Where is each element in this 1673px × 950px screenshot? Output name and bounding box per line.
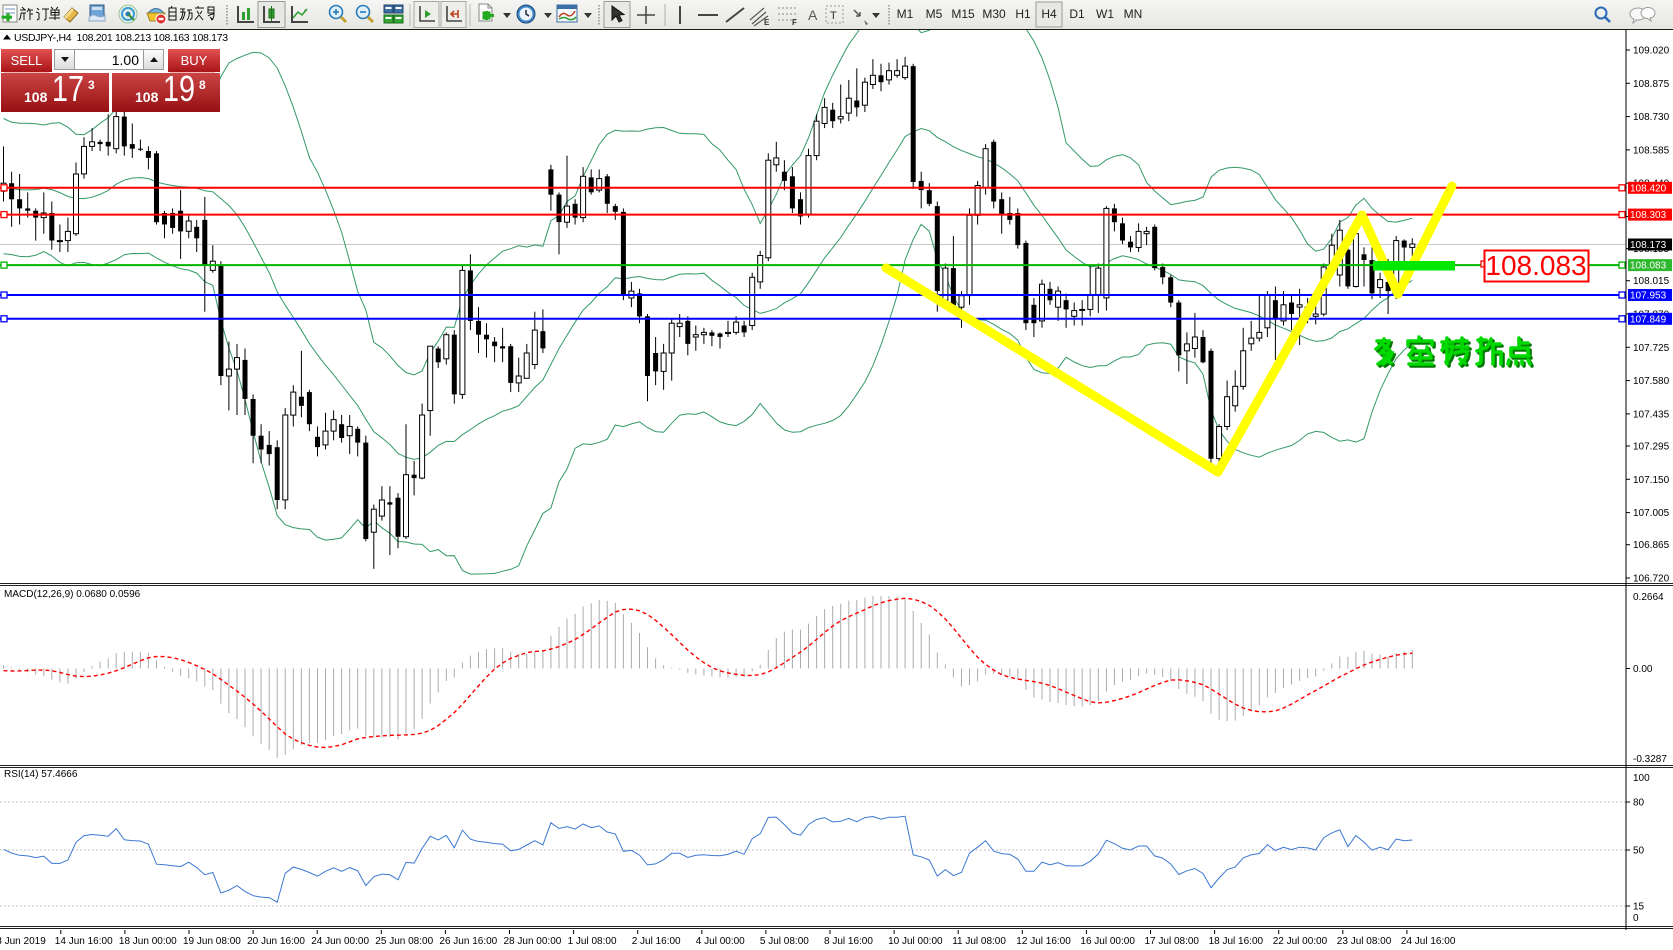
svg-text:20 Jun 16:00: 20 Jun 16:00	[247, 936, 305, 947]
svg-text:50: 50	[1633, 846, 1645, 857]
svg-text:108.015: 108.015	[1633, 276, 1670, 287]
svg-text:18 Jun 00:00: 18 Jun 00:00	[119, 936, 177, 947]
svg-text:2 Jul 16:00: 2 Jul 16:00	[632, 936, 681, 947]
svg-text:M1: M1	[897, 7, 914, 21]
svg-text:16 Jul 00:00: 16 Jul 00:00	[1080, 936, 1135, 947]
svg-text:108.585: 108.585	[1633, 145, 1670, 156]
svg-text:17 Jul 08:00: 17 Jul 08:00	[1145, 936, 1200, 947]
svg-text:0.00: 0.00	[1633, 664, 1653, 675]
svg-text:8 Jul 16:00: 8 Jul 16:00	[824, 936, 873, 947]
svg-text:10 Jul 00:00: 10 Jul 00:00	[888, 936, 943, 947]
svg-text:108.420: 108.420	[1630, 183, 1667, 194]
svg-text:24 Jun 00:00: 24 Jun 00:00	[311, 936, 369, 947]
svg-text:W1: W1	[1096, 7, 1114, 21]
svg-text:107.005: 107.005	[1633, 508, 1670, 519]
svg-text:109.020: 109.020	[1633, 46, 1670, 57]
svg-text:100: 100	[1633, 773, 1650, 784]
svg-text:108.083: 108.083	[1630, 261, 1667, 272]
svg-text:11 Jul 08:00: 11 Jul 08:00	[952, 936, 1006, 947]
svg-text:-0.3287: -0.3287	[1633, 754, 1667, 765]
svg-text:22 Jul 00:00: 22 Jul 00:00	[1273, 936, 1328, 947]
svg-text:M5: M5	[926, 7, 943, 21]
svg-text:80: 80	[1633, 798, 1645, 809]
svg-text:108.083: 108.083	[1485, 250, 1586, 281]
svg-text:13 Jun 2019: 13 Jun 2019	[0, 936, 46, 947]
svg-text:28 Jun 00:00: 28 Jun 00:00	[504, 936, 562, 947]
svg-text:107.150: 107.150	[1633, 475, 1670, 486]
svg-text:24 Jul 16:00: 24 Jul 16:00	[1401, 936, 1456, 947]
svg-text:MACD(12,26,9) 0.0680 0.0596: MACD(12,26,9) 0.0680 0.0596	[4, 589, 141, 600]
svg-text:108.173: 108.173	[1630, 240, 1667, 251]
svg-text:23 Jul 08:00: 23 Jul 08:00	[1337, 936, 1392, 947]
svg-text:108.730: 108.730	[1633, 112, 1670, 123]
svg-text:USDJPY-,H4 108.201 108.213 10: USDJPY-,H4 108.201 108.213 108.163 108.1…	[14, 32, 228, 44]
svg-text:0.2664: 0.2664	[1633, 592, 1664, 603]
svg-text:MN: MN	[1124, 7, 1143, 21]
svg-text:26 Jun 16:00: 26 Jun 16:00	[439, 936, 497, 947]
svg-text:25 Jun 08:00: 25 Jun 08:00	[375, 936, 433, 947]
svg-text:M15: M15	[951, 7, 975, 21]
svg-text:D1: D1	[1069, 7, 1085, 21]
svg-text:H4: H4	[1041, 7, 1057, 21]
svg-text:107.849: 107.849	[1630, 314, 1667, 325]
svg-text:14 Jun 16:00: 14 Jun 16:00	[55, 936, 113, 947]
svg-text:0: 0	[1633, 913, 1639, 924]
svg-text:107.580: 107.580	[1633, 376, 1670, 387]
svg-text:108.303: 108.303	[1630, 210, 1667, 221]
svg-text:4 Jul 00:00: 4 Jul 00:00	[696, 936, 745, 947]
svg-text:106.720: 106.720	[1633, 574, 1670, 585]
svg-text:108.875: 108.875	[1633, 79, 1670, 90]
svg-text:18 Jul 16:00: 18 Jul 16:00	[1209, 936, 1264, 947]
svg-text:19 Jun 08:00: 19 Jun 08:00	[183, 936, 241, 947]
svg-text:E: E	[764, 18, 770, 27]
svg-text:107.953: 107.953	[1630, 291, 1667, 302]
svg-text:15: 15	[1633, 902, 1645, 913]
svg-text:A: A	[808, 7, 818, 23]
svg-text:107.725: 107.725	[1633, 343, 1670, 354]
svg-text:T: T	[830, 10, 837, 22]
svg-text:5 Jul 08:00: 5 Jul 08:00	[760, 936, 809, 947]
svg-text:106.865: 106.865	[1633, 540, 1670, 551]
svg-text:H1: H1	[1015, 7, 1031, 21]
svg-text:M30: M30	[982, 7, 1006, 21]
svg-text:107.435: 107.435	[1633, 409, 1670, 420]
svg-text:107.295: 107.295	[1633, 442, 1670, 453]
svg-text:12 Jul 16:00: 12 Jul 16:00	[1016, 936, 1071, 947]
svg-text:RSI(14) 57.4666: RSI(14) 57.4666	[4, 769, 78, 780]
svg-text:1 Jul 08:00: 1 Jul 08:00	[568, 936, 617, 947]
svg-text:F: F	[792, 18, 797, 27]
